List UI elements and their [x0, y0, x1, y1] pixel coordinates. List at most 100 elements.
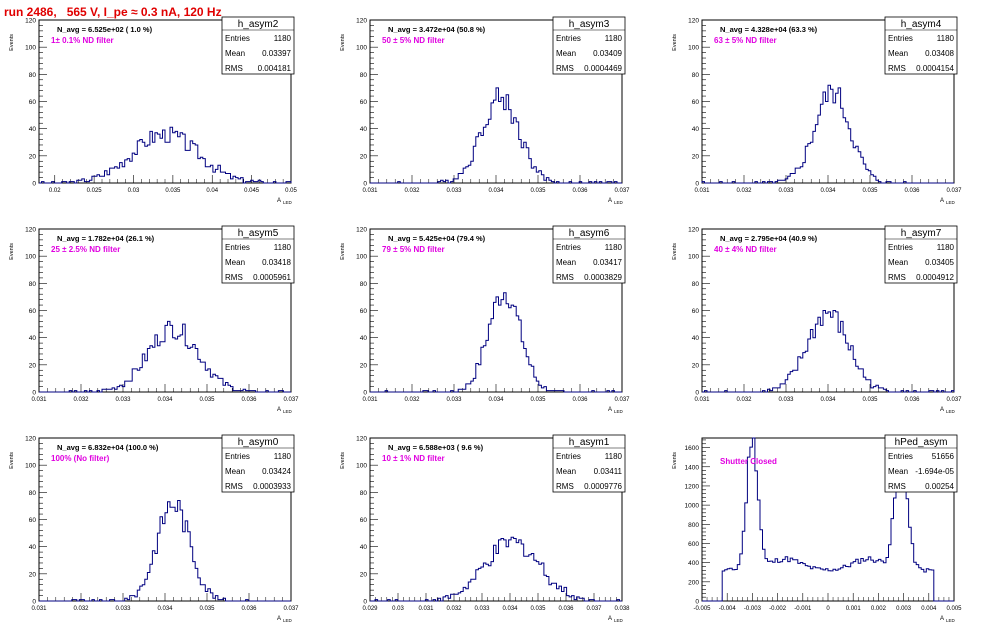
- stats-label-entries: Entries: [225, 243, 250, 252]
- stats-label-mean: Mean: [888, 258, 908, 267]
- x-tick-label: 0.032: [404, 188, 420, 194]
- y-tick-label: 0: [32, 390, 36, 397]
- y-axis-title: Events: [9, 34, 15, 51]
- x-tick-label: 0.034: [488, 188, 504, 194]
- stats-label-entries: Entries: [556, 452, 581, 461]
- y-axis-title: Events: [672, 452, 678, 469]
- x-tick-label: 0.036: [572, 188, 588, 194]
- y-tick-label: 120: [356, 18, 367, 25]
- x-tick-label: 0.031: [694, 188, 710, 194]
- histogram-series: [702, 310, 955, 393]
- x-tick-label: 0.033: [778, 397, 794, 403]
- stats-value-entries: 51656: [932, 452, 955, 461]
- x-tick-label: 0.033: [446, 188, 462, 194]
- stats-box: [221, 225, 295, 284]
- x-tick-label: 0.035: [530, 397, 546, 403]
- navg-label: N_avg = 6.832e+04 (100.0 %): [57, 443, 159, 452]
- stats-value-mean: 0.03405: [925, 258, 954, 267]
- stats-label-entries: Entries: [225, 34, 250, 43]
- stats-label-mean: Mean: [225, 467, 245, 476]
- x-tick-label: 0.035: [862, 188, 878, 194]
- y-tick-label: 20: [360, 571, 368, 578]
- x-tick-label: 0.04: [206, 188, 218, 194]
- stats-label-rms: RMS: [888, 273, 906, 282]
- x-tick-label: 0.003: [896, 606, 912, 612]
- navg-label: N_avg = 6.525e+02 ( 1.0 %): [57, 25, 153, 34]
- stats-title: h_asym4: [901, 19, 942, 30]
- x-tick-label: 0.032: [73, 397, 89, 403]
- x-axis-subtitle: LED: [946, 200, 956, 205]
- stats-value-entries: 1180: [274, 243, 292, 252]
- panel-hPed_asym: 0 200 400 600 800 1000 1200 1400 1600 -0.005 -0.00…: [672, 434, 962, 622]
- filter-note: 50 ± 5% ND filter: [382, 36, 445, 45]
- y-tick-label: 0: [695, 390, 699, 397]
- histogram-series: [370, 536, 622, 602]
- stats-box: [552, 16, 626, 75]
- y-tick-label: 100: [688, 45, 699, 52]
- x-axis-subtitle: LED: [283, 409, 293, 414]
- navg-label: N_avg = 5.425e+04 (79.4 %): [388, 234, 486, 243]
- y-tick-label: 20: [692, 153, 700, 160]
- y-tick-label: 80: [29, 72, 37, 79]
- y-tick-label: 20: [692, 362, 700, 369]
- x-tick-label: -0.003: [744, 606, 762, 612]
- stats-title: h_asym0: [238, 437, 279, 448]
- stats-box: [552, 434, 626, 493]
- stats-label-mean: Mean: [225, 49, 245, 58]
- run-title: run 2486, 565 V, I_pe ≈ 0.3 nA, 120 Hz: [4, 5, 222, 19]
- y-tick-label: 600: [688, 541, 699, 548]
- x-axis-subtitle: LED: [283, 618, 293, 622]
- histogram-series: [370, 292, 622, 393]
- x-tick-label: -0.004: [719, 606, 737, 612]
- x-tick-label: -0.001: [794, 606, 812, 612]
- y-tick-label: 40: [29, 335, 37, 342]
- x-tick-label: 0.032: [404, 397, 420, 403]
- x-tick-label: 0.036: [558, 606, 574, 612]
- y-axis-title: Events: [340, 34, 346, 51]
- y-tick-label: 40: [692, 335, 700, 342]
- y-tick-label: 40: [692, 126, 700, 133]
- x-tick-label: 0.037: [283, 397, 299, 403]
- x-tick-label: 0.031: [418, 606, 434, 612]
- x-tick-label: 0.034: [488, 397, 504, 403]
- x-axis-subtitle: LED: [614, 409, 624, 414]
- y-tick-label: 0: [32, 181, 36, 188]
- x-tick-label: 0.031: [694, 397, 710, 403]
- stats-value-entries: 1180: [274, 452, 292, 461]
- x-tick-label: 0.03: [392, 606, 404, 612]
- x-tick-label: 0.033: [778, 188, 794, 194]
- stats-title: h_asym1: [569, 437, 610, 448]
- stats-label-mean: Mean: [556, 49, 576, 58]
- y-tick-label: 60: [692, 308, 700, 315]
- x-tick-label: 0.035: [530, 188, 546, 194]
- filter-note: 100% (No filter): [51, 454, 110, 463]
- y-axis-title: Events: [9, 243, 15, 260]
- panel-h_asym1: 0 20 40 60 80 100 120 0.029 0.03 0.031 0.032 0.033 0…: [340, 434, 630, 622]
- x-tick-label: 0.05: [285, 188, 297, 194]
- x-tick-label: 0.035: [530, 606, 546, 612]
- y-axis-title: Events: [9, 452, 15, 469]
- panel-h_asym0: 0 20 40 60 80 100 120 0.031 0.032 0.033 0.034 0.035…: [9, 434, 299, 622]
- filter-note: 1± 0.1% ND filter: [51, 36, 114, 45]
- stats-title: h_asym6: [569, 228, 610, 239]
- stats-label-mean: Mean: [225, 258, 245, 267]
- stats-label-mean: Mean: [556, 467, 576, 476]
- x-axis-subtitle: LED: [946, 618, 956, 622]
- x-tick-label: 0.034: [820, 188, 836, 194]
- stats-value-mean: 0.03408: [925, 49, 954, 58]
- stats-value-entries: 1180: [937, 243, 955, 252]
- y-tick-label: 120: [25, 18, 36, 25]
- y-tick-label: 200: [688, 579, 699, 586]
- stats-value-mean: 0.03418: [262, 258, 291, 267]
- panel-h_asym4: 0 20 40 60 80 100 120 0.031 0.032 0.033 0.034 0.035…: [672, 16, 962, 205]
- x-tick-label: 0.001: [846, 606, 862, 612]
- histogram-series: [39, 500, 291, 602]
- x-tick-label: 0.031: [362, 188, 378, 194]
- y-tick-label: 60: [360, 99, 368, 106]
- histogram-series: [701, 84, 954, 184]
- y-tick-label: 120: [25, 436, 36, 443]
- stats-title: h_asym2: [238, 19, 279, 30]
- filter-note: Shutter Closed: [720, 457, 777, 466]
- y-tick-label: 40: [360, 335, 368, 342]
